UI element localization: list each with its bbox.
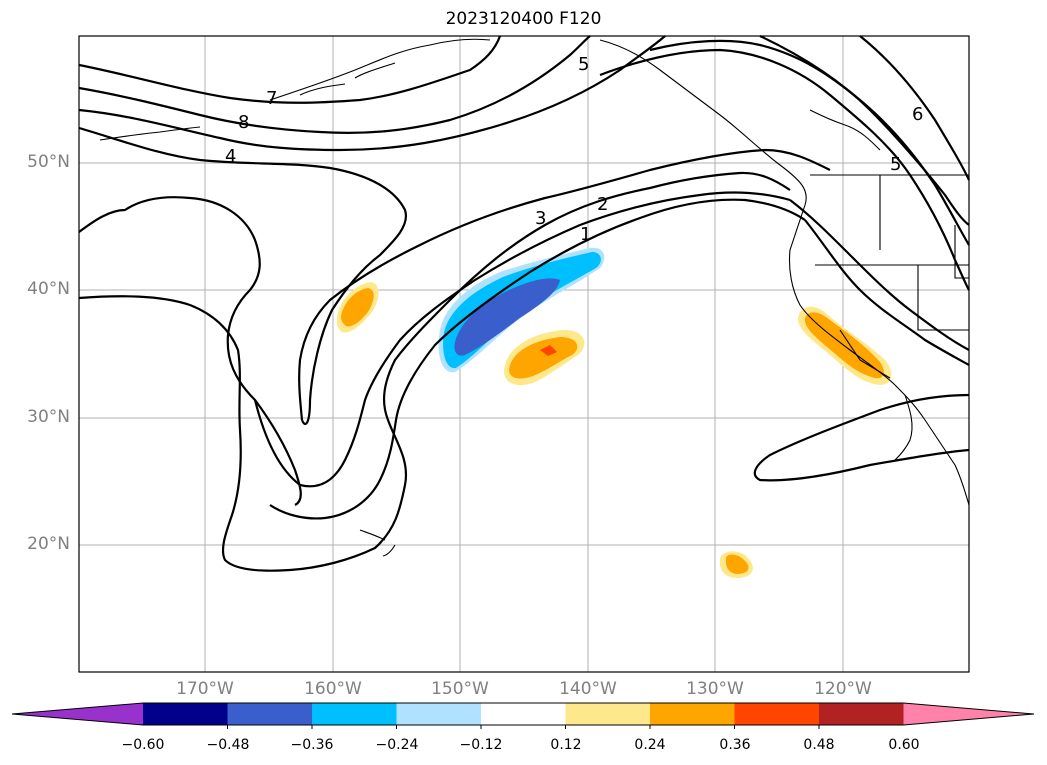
contour-label-5-east: 5 bbox=[890, 154, 901, 175]
colorbar-segment-6 bbox=[650, 703, 735, 725]
colorbar-segment-3 bbox=[396, 703, 482, 725]
colorbar-segment-4 bbox=[481, 703, 566, 725]
lon-label-140w: 140°W bbox=[559, 679, 617, 699]
colorbar-segment-8 bbox=[819, 703, 904, 725]
lon-label-160w: 160°W bbox=[304, 679, 362, 699]
contour-label-3: 3 bbox=[535, 208, 546, 229]
negative-anomaly-core bbox=[454, 278, 560, 356]
contour-label-6: 6 bbox=[912, 104, 923, 125]
colorbar-segment-7 bbox=[734, 703, 820, 725]
positive-anomaly-1-core bbox=[341, 288, 374, 327]
contour-label-1: 1 bbox=[580, 224, 591, 245]
lon-label-150w: 150°W bbox=[431, 679, 489, 699]
colorbar-tick-9: 0.60 bbox=[888, 737, 920, 753]
positive-anomaly-4-core bbox=[725, 554, 749, 574]
contour-label-5: 5 bbox=[578, 54, 589, 75]
colorbar-tick-8: 0.48 bbox=[803, 737, 835, 753]
lon-label-130w: 130°W bbox=[686, 679, 744, 699]
colorbar bbox=[11, 702, 1035, 729]
colorbar-tick-0: −0.60 bbox=[121, 737, 165, 753]
colorbar-segment-0 bbox=[143, 703, 228, 725]
contour-lines bbox=[78, 35, 970, 572]
map-title: 2023120400 F120 bbox=[445, 9, 602, 29]
colorbar-segment-2 bbox=[312, 703, 397, 725]
contour-label-4: 4 bbox=[225, 146, 236, 167]
lat-label-50n: 50°N bbox=[27, 152, 70, 172]
positive-anomaly-2-peak bbox=[540, 345, 557, 356]
lat-label-20n: 20°N bbox=[27, 534, 70, 554]
contour-label-8: 8 bbox=[238, 112, 249, 133]
map-frame bbox=[78, 35, 970, 673]
lat-label-40n: 40°N bbox=[27, 279, 70, 299]
colorbar-segment-1 bbox=[227, 703, 313, 725]
colorbar-extend-low bbox=[12, 703, 143, 725]
colorbar-tick-2: −0.36 bbox=[290, 737, 334, 753]
contour-label-2: 2 bbox=[597, 194, 608, 215]
lon-label-120w: 120°W bbox=[814, 679, 872, 699]
positive-anomaly-2-core bbox=[509, 337, 578, 379]
colorbar-tick-6: 0.24 bbox=[634, 737, 666, 753]
colorbar-tick-1: −0.48 bbox=[206, 737, 250, 753]
colorbar-tick-5: 0.12 bbox=[550, 737, 582, 753]
colorbar-outline bbox=[11, 702, 1035, 726]
lon-label-170w: 170°W bbox=[176, 679, 234, 699]
colorbar-extend-high bbox=[903, 703, 1034, 725]
contour-label-group: 7 8 4 5 3 2 1 5 6 bbox=[225, 54, 923, 245]
lat-label-30n: 30°N bbox=[27, 407, 70, 427]
colorbar-tick-7: 0.36 bbox=[719, 737, 751, 753]
contour-label-7: 7 bbox=[266, 88, 277, 109]
colorbar-tick-4: −0.12 bbox=[459, 737, 503, 753]
colorbar-tick-3: −0.24 bbox=[375, 737, 419, 753]
colorbar-segment-5 bbox=[565, 703, 651, 725]
